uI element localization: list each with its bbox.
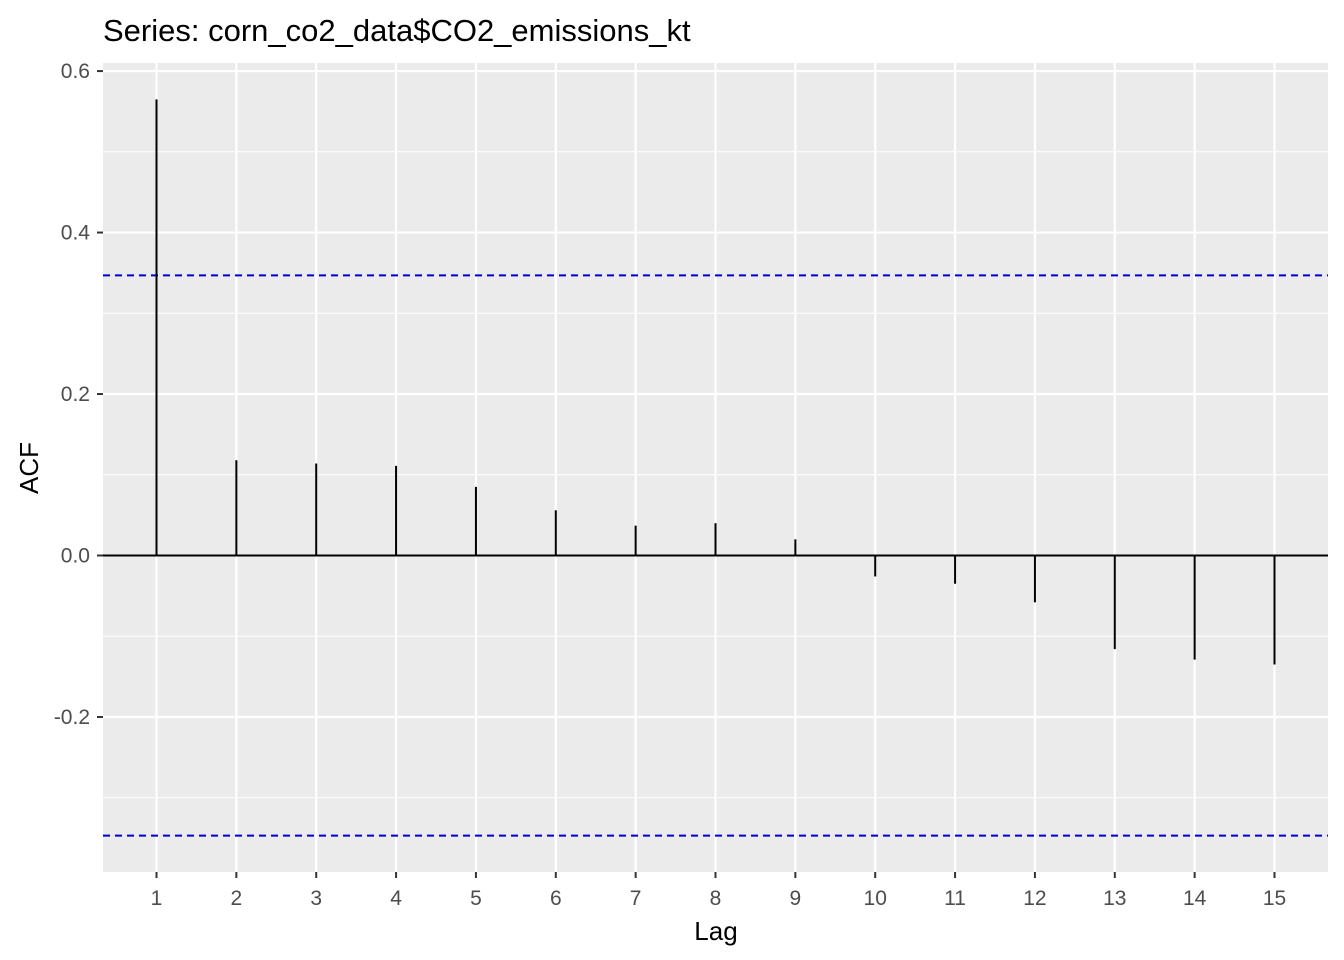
x-tick-label: 11: [944, 887, 966, 910]
x-tick-label: 9: [790, 887, 802, 910]
y-tick-label: -0.2: [54, 706, 90, 729]
x-tick-label: 14: [1183, 887, 1207, 910]
x-tick-label: 10: [864, 887, 887, 910]
y-axis-ticks: -0.2 0.0 0.2 0.4 0.6: [54, 60, 103, 729]
x-tick-label: 2: [231, 887, 243, 910]
x-axis-ticks: 1 2 3 4 5 6 7 8 9 10 11 12 13 14 15: [151, 872, 1286, 910]
x-tick-label: 8: [710, 887, 722, 910]
y-tick-label: 0.6: [61, 60, 90, 83]
y-tick-label: 0.2: [61, 383, 90, 406]
acf-bars: [155, 99, 1276, 665]
x-tick-label: 6: [550, 887, 562, 910]
y-axis-title: ACF: [14, 442, 44, 494]
x-tick-label: 7: [630, 887, 642, 910]
x-tick-label: 15: [1263, 887, 1286, 910]
y-tick-label: 0.0: [61, 545, 90, 568]
chart-title: Series: corn_co2_data$CO2_emissions_kt: [103, 13, 691, 48]
y-tick-label: 0.4: [61, 222, 91, 245]
x-tick-label: 12: [1023, 887, 1046, 910]
x-tick-label: 4: [390, 887, 402, 910]
x-tick-label: 5: [470, 887, 482, 910]
x-tick-label: 1: [151, 887, 163, 910]
x-axis-title: Lag: [694, 916, 737, 946]
x-tick-label: 13: [1103, 887, 1126, 910]
x-tick-label: 3: [310, 887, 322, 910]
confidence-bounds: [103, 274, 1328, 837]
